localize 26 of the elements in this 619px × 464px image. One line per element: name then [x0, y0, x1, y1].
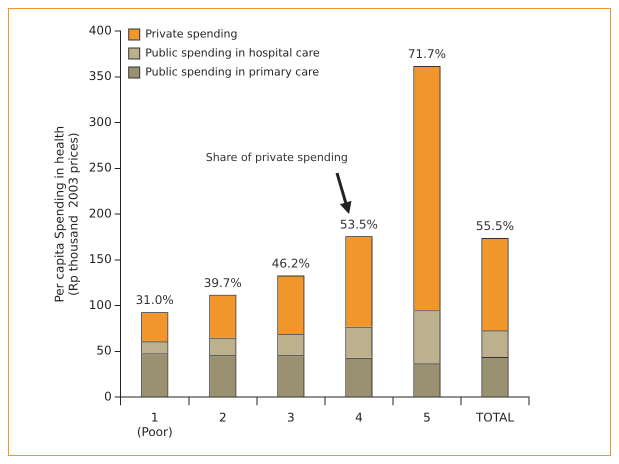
y-axis-title: Per capita Spending in health (Rp thousand 2003 prices): [52, 126, 81, 303]
x-tick-label: 3: [287, 410, 295, 425]
annotation: 71.7%: [408, 47, 446, 62]
y-tick-label: 350: [88, 69, 112, 84]
annotation: Share of private spending: [206, 151, 348, 164]
x-tick-label: 4: [355, 410, 363, 425]
y-tick-label: 50: [96, 344, 112, 358]
x-tick-label: 2: [218, 410, 227, 425]
x-tick-label: TOTAL: [474, 410, 514, 425]
y-tick-label: 150: [88, 252, 112, 266]
y-tick-label: 0: [104, 389, 112, 404]
x-tick-label: 1 (Poor): [136, 410, 173, 439]
annotation: 46.2%: [272, 256, 310, 271]
annotation: 55.5%: [476, 219, 514, 234]
y-tick-label: 200: [88, 206, 112, 220]
y-tick-label: 100: [88, 298, 112, 312]
x-tick-label: 5: [423, 410, 431, 425]
y-tick-label: 300: [88, 114, 112, 129]
annotation: 53.5%: [340, 217, 378, 232]
legend-label: Private spending: [145, 27, 238, 40]
annotation: 39.7%: [204, 276, 242, 290]
legend-label: Public spending in primary care: [145, 65, 320, 78]
annotation: 31.0%: [136, 293, 174, 308]
y-tick-label: 250: [88, 160, 112, 175]
y-tick-label: 400: [88, 23, 112, 38]
legend-label: Public spending in hospital care: [145, 46, 320, 60]
